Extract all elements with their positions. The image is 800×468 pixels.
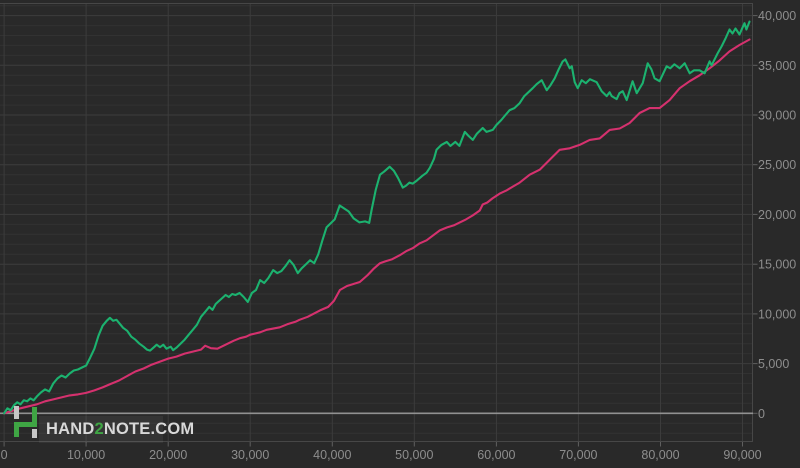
y-axis-label: 20,000 [758,208,796,222]
y-axis-label: 35,000 [758,59,796,73]
axis-ticks [3,15,758,447]
h-gridlines-major [0,15,753,365]
y-axis-label: 40,000 [758,9,796,23]
winnings-line [3,20,751,415]
y-axis-label: 15,000 [758,258,796,272]
x-axis-label: 10,000 [67,448,105,462]
x-axis-label: 60,000 [477,448,515,462]
h-gridlines-minor [0,5,753,434]
x-axis-label: 80,000 [641,448,679,462]
hand2note-logo-icon [14,406,37,438]
y-axis-label: 25,000 [758,158,796,172]
y-axis-label: 10,000 [758,307,796,321]
v-gridlines [3,3,743,442]
ev-line [3,38,751,415]
y-axis-label: 5,000 [758,357,789,371]
x-axis-label: 40,000 [313,448,351,462]
x-axis-label: 70,000 [559,448,597,462]
plot-border [0,3,753,442]
x-axis-label: 90,000 [723,448,761,462]
y-axis-labels: 0 5,000 10,000 15,000 20,000 25,000 30,000 35,0… [758,9,796,421]
x-axis-label: 50,000 [395,448,433,462]
x-axis-label: 30,000 [231,448,269,462]
y-axis-label: 30,000 [758,109,796,123]
x-axis-label: 20,000 [149,448,187,462]
x-axis-label: 0 [1,448,8,462]
hand2note-watermark: HAND2NOTE.COM [39,416,194,443]
y-axis-label: 0 [758,407,765,421]
x-axis-labels: 0 10,000 20,000 30,000 40,000 50,000 60,000 70,… [1,448,762,462]
hand2note-watermark-text: HAND2NOTE.COM [46,420,195,438]
